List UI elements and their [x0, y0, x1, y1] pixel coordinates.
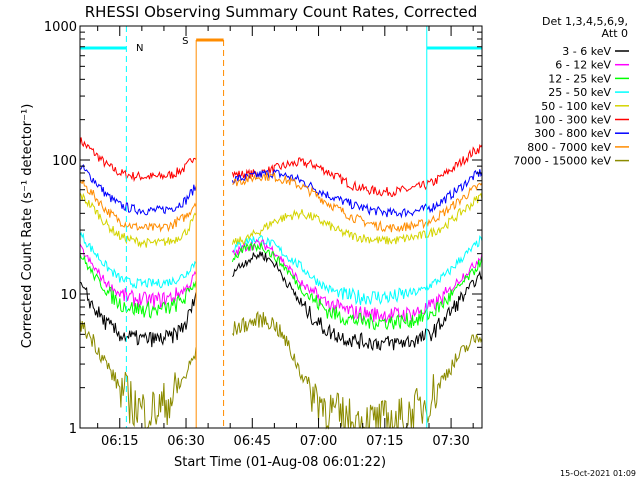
x-tick-label-1: 06:30	[167, 434, 204, 449]
marker-label-1: S	[182, 36, 188, 47]
series-line-3-seg-0	[79, 192, 197, 249]
series-line-7-seg-0	[79, 281, 197, 348]
series-line-6-seg-0	[79, 253, 197, 319]
series-line-1-seg-1	[231, 169, 483, 219]
y-tick-label-3: 1000	[44, 20, 77, 35]
y-tick-label-0: 1	[69, 422, 77, 437]
x-tick-label-4: 07:15	[366, 434, 403, 449]
y-tick-label-2: 100	[52, 154, 77, 169]
legend-header-1: Att 0	[602, 27, 628, 40]
series-line-0-seg-0	[79, 137, 197, 183]
legend-label-2: 12 - 25 keV	[548, 72, 611, 85]
x-axis: 06:15 06:30 06:45 07:00 07:15 07:30	[97, 26, 474, 449]
series-line-0-seg-1	[231, 144, 483, 197]
x-tick-label-3: 07:00	[300, 434, 337, 449]
series-line-5-seg-0	[79, 243, 197, 309]
marker-label-0: N	[136, 43, 143, 54]
legend-label-3: 25 - 50 keV	[548, 86, 611, 99]
plot-frame	[79, 25, 483, 429]
legend-header-0: Det 1,3,4,5,6,9,	[542, 15, 628, 28]
render-timestamp: 15-Oct-2021 01:09	[560, 469, 636, 478]
series-layer	[79, 137, 483, 430]
series-line-2-seg-0	[79, 178, 197, 233]
series-line-6-seg-1	[231, 242, 483, 331]
legend-label-6: 300 - 800 keV	[534, 127, 611, 140]
series-line-3-seg-1	[231, 192, 483, 246]
series-line-4-seg-1	[232, 234, 483, 306]
y-tick-label-1: 10	[60, 288, 77, 303]
series-line-4-seg-0	[79, 231, 197, 289]
x-tick-label-0: 06:15	[101, 434, 138, 449]
y-axis-label: Corrected Count Rate (s⁻¹ detector⁻¹)	[20, 104, 35, 349]
legend-label-0: 3 - 6 keV	[562, 45, 611, 58]
legend-label-7: 800 - 7000 keV	[527, 141, 611, 154]
series-line-1-seg-0	[79, 164, 197, 216]
x-axis-label: Start Time (01-Aug-08 06:01:22)	[174, 455, 386, 470]
x-tick-label-5: 07:30	[432, 434, 469, 449]
series-line-5-seg-1	[231, 238, 483, 323]
legend-label-1: 6 - 12 keV	[555, 59, 611, 72]
legend-label-4: 50 - 100 keV	[541, 100, 611, 113]
series-line-7-seg-1	[232, 251, 483, 352]
series-line-8-seg-1	[232, 310, 483, 430]
series-line-2-seg-1	[232, 172, 483, 233]
legend-label-5: 100 - 300 keV	[534, 114, 611, 127]
legend-label-8: 7000 - 15000 keV	[513, 155, 611, 168]
x-tick-label-2: 06:45	[234, 434, 271, 449]
series-line-8-seg-0	[79, 318, 197, 429]
y-axis: 1 10 100 1000	[44, 20, 482, 437]
chart-title: RHESSI Observing Summary Count Rates, Co…	[85, 3, 478, 21]
